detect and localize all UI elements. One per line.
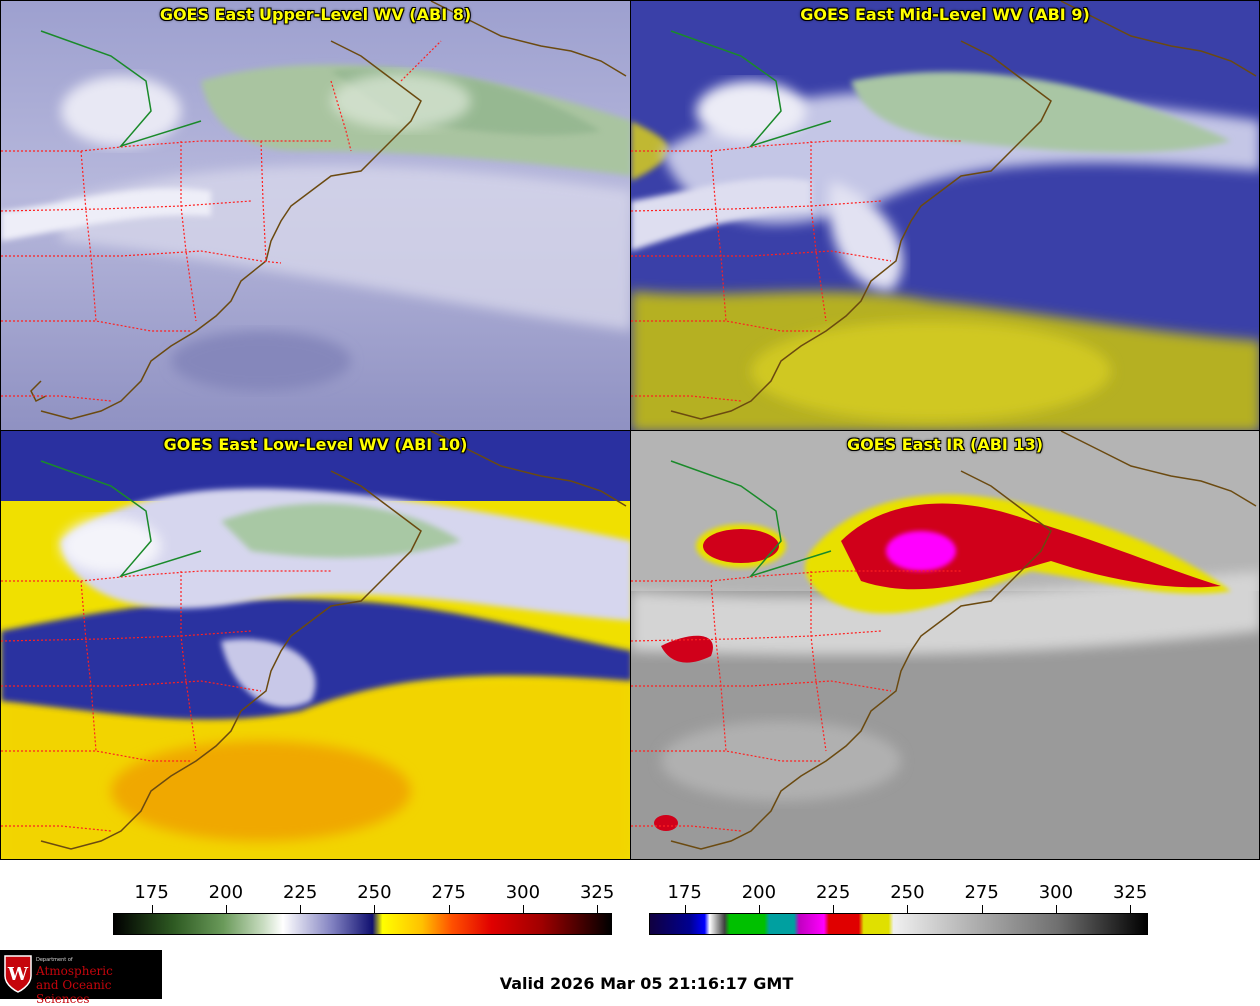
uw-shield-icon: W: [4, 955, 32, 993]
low-level-wv-panel: GOES East Low-Level WV (ABI 10): [0, 430, 631, 860]
logo-department-text: Department of: [36, 957, 73, 963]
colorbar-tick-label: 200: [741, 882, 777, 903]
svg-text:W: W: [7, 964, 29, 985]
panel-title: GOES East Mid-Level WV (ABI 9): [800, 5, 1090, 24]
panel-title: GOES East IR (ABI 13): [846, 435, 1044, 454]
colorbar-tick-label: 175: [667, 882, 702, 903]
colorbar-tick: [907, 905, 909, 913]
colorbar-tick: [225, 905, 227, 913]
colorbar-tick: [981, 905, 983, 913]
colorbar-tick-label: 300: [1038, 882, 1074, 903]
ir-panel: GOES East IR (ABI 13): [630, 430, 1260, 860]
colorbar-tick: [151, 905, 153, 913]
colorbar-tick: [300, 905, 302, 913]
panel-title: GOES East Upper-Level WV (ABI 8): [159, 5, 472, 24]
low-level-wv-image: [1, 431, 630, 859]
colorbar-tick-label: 325: [1112, 882, 1148, 903]
colorbar-tick: [597, 905, 599, 913]
mid-level-wv-panel: GOES East Mid-Level WV (ABI 9): [630, 0, 1260, 431]
upper-level-wv-image: [1, 1, 630, 430]
colorbar-tick-label: 325: [579, 882, 615, 903]
wv-colorbar: [113, 913, 612, 935]
aos-logo: W Department of Atmospheric and Oceanic …: [0, 950, 162, 1006]
colorbar-tick: [374, 905, 376, 913]
colorbar-tick: [684, 905, 686, 913]
valid-time: Valid 2026 Mar 05 21:16:17 GMT: [499, 974, 794, 993]
colorbar-tick-label: 175: [134, 882, 169, 903]
colorbar-tick: [1130, 905, 1132, 913]
colorbar-tick-label: 300: [505, 882, 541, 903]
colorbar-tick: [758, 905, 760, 913]
panel-title: GOES East Low-Level WV (ABI 10): [163, 435, 468, 454]
colorbar-tick-label: 275: [431, 882, 466, 903]
mid-level-wv-image: [631, 1, 1259, 430]
colorbar-tick: [1055, 905, 1057, 913]
logo-name-line1: Atmospheric: [36, 964, 113, 978]
colorbar-tick-label: 275: [964, 882, 999, 903]
colorbar-tick-label: 250: [357, 882, 392, 903]
colorbar-tick-label: 225: [282, 882, 318, 903]
colorbar-tick-label: 250: [890, 882, 925, 903]
colorbar-tick-label: 200: [208, 882, 244, 903]
upper-level-wv-panel: GOES East Upper-Level WV (ABI 8): [0, 0, 631, 431]
ir-colorbar: [649, 913, 1148, 935]
colorbar-tick: [833, 905, 835, 913]
colorbar-tick-label: 225: [815, 882, 851, 903]
ir-image: [631, 431, 1259, 859]
colorbar-tick: [522, 905, 524, 913]
colorbar-tick: [448, 905, 450, 913]
